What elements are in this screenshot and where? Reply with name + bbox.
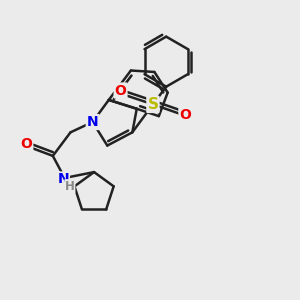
- Text: O: O: [20, 137, 32, 151]
- Text: S: S: [147, 97, 158, 112]
- Text: O: O: [115, 83, 127, 98]
- Text: O: O: [179, 108, 191, 122]
- Text: H: H: [65, 180, 75, 193]
- Text: N: N: [87, 115, 98, 129]
- Text: N: N: [57, 172, 69, 186]
